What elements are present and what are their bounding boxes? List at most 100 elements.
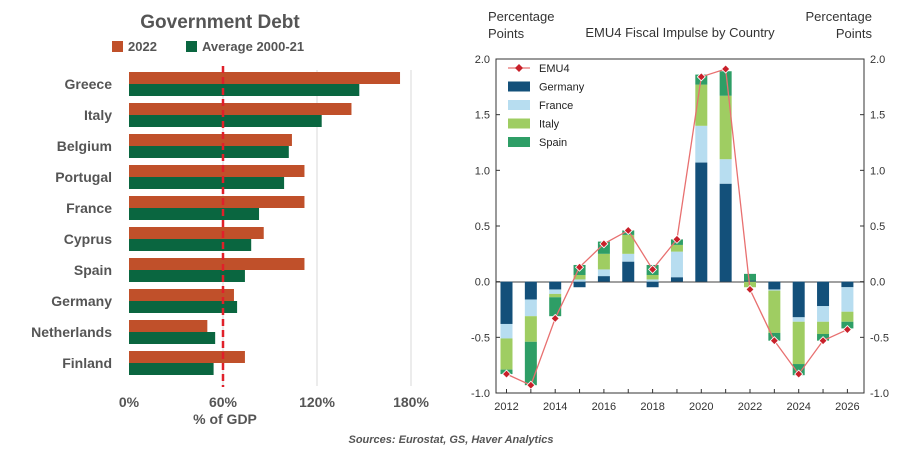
bar-average-finland bbox=[129, 363, 214, 375]
y-axis-label-left: Percentage Points bbox=[488, 9, 555, 41]
bar-france-2016 bbox=[597, 269, 610, 277]
bar-germany-2024 bbox=[792, 281, 805, 318]
x-tick-label: 2026 bbox=[835, 401, 859, 413]
bar-2022-finland bbox=[129, 351, 245, 363]
bar-2022-france bbox=[129, 196, 305, 208]
bar-france-2018 bbox=[646, 279, 659, 282]
emu4-marker-2012 bbox=[501, 369, 512, 379]
bar-france-2014 bbox=[549, 289, 562, 294]
bar-italy-2012 bbox=[500, 338, 513, 370]
bar-germany-2018 bbox=[646, 281, 659, 288]
category-label: Greece bbox=[65, 76, 113, 92]
bar-average-cyprus bbox=[129, 239, 252, 251]
bar-germany-2026 bbox=[841, 281, 854, 288]
legend-swatch-france bbox=[508, 100, 530, 110]
bar-france-2012 bbox=[500, 323, 513, 339]
bar-2022-cyprus bbox=[129, 227, 264, 239]
legend-swatch-spain bbox=[508, 137, 530, 147]
bar-germany-2017 bbox=[622, 261, 635, 282]
legend-label-italy: Italy bbox=[539, 119, 560, 131]
chart-title: Government Debt bbox=[140, 12, 300, 33]
bar-average-italy bbox=[129, 115, 322, 127]
y-tick-label-left: 0.5 bbox=[475, 221, 490, 233]
bar-italy-2021 bbox=[719, 95, 732, 160]
bar-spain-2022 bbox=[744, 273, 756, 281]
bar-germany-2016 bbox=[597, 276, 610, 282]
bar-italy-2014 bbox=[549, 293, 562, 298]
bar-italy-2026 bbox=[841, 311, 854, 322]
y-tick-label-right: 1.0 bbox=[870, 165, 885, 177]
bar-2022-greece bbox=[129, 72, 401, 84]
x-tick-label: 2020 bbox=[689, 401, 713, 413]
category-label: Finland bbox=[62, 355, 112, 371]
bar-italy-2023 bbox=[768, 290, 781, 333]
legend-label-2022: 2022 bbox=[128, 39, 157, 54]
legend: EMU4 Germany France Italy Spain bbox=[508, 63, 585, 149]
bar-france-2017 bbox=[622, 253, 635, 262]
bar-italy-2025 bbox=[817, 321, 830, 334]
bar-italy-2024 bbox=[792, 321, 805, 365]
bar-average-germany bbox=[129, 301, 238, 313]
x-tick-label: 2016 bbox=[592, 401, 616, 413]
bar-average-spain bbox=[129, 270, 245, 282]
legend-label-spain: Spain bbox=[539, 137, 567, 149]
bar-average-belgium bbox=[129, 146, 289, 158]
bar-average-greece bbox=[129, 84, 360, 96]
category-label: Italy bbox=[84, 107, 112, 123]
x-tick-label: 2022 bbox=[738, 401, 762, 413]
emu4-marker-2022 bbox=[745, 284, 755, 295]
x-tick-label: 2018 bbox=[640, 401, 664, 413]
x-axis-label: % of GDP bbox=[193, 411, 257, 427]
source-note: Sources: Eurostat, GS, Haver Analytics bbox=[348, 434, 554, 446]
legend-label-emu4: EMU4 bbox=[539, 63, 570, 75]
y-tick-label-left: 2.0 bbox=[475, 54, 490, 66]
bar-average-netherlands bbox=[129, 332, 216, 344]
bar-spain-2013 bbox=[524, 341, 537, 386]
legend-label-average: Average 2000-21 bbox=[202, 39, 304, 54]
emu4-marker-2021 bbox=[721, 64, 731, 74]
y-tick-label-left: 1.0 bbox=[475, 165, 490, 177]
legend-label-france: France bbox=[539, 100, 573, 112]
bar-germany-2015 bbox=[573, 281, 586, 288]
emu4-marker-2017 bbox=[623, 225, 633, 236]
bar-2022-portugal bbox=[129, 165, 305, 177]
bar-italy-2015 bbox=[573, 274, 586, 280]
x-tick-label: 120% bbox=[299, 394, 335, 410]
category-label: Portugal bbox=[55, 169, 112, 185]
legend-swatch-italy bbox=[508, 118, 530, 129]
bar-france-2026 bbox=[841, 287, 854, 312]
bar-average-portugal bbox=[129, 177, 285, 189]
bar-2022-spain bbox=[129, 258, 305, 270]
y-tick-label-right: 2.0 bbox=[870, 54, 885, 66]
x-tick-label: 0% bbox=[119, 394, 140, 410]
bar-italy-2019 bbox=[670, 244, 683, 252]
emu4-marker-2014 bbox=[550, 313, 560, 323]
y-tick-label-left: -1.0 bbox=[471, 388, 490, 400]
y-tick-label-right: 1.5 bbox=[870, 110, 885, 122]
emu4-marker-2019 bbox=[672, 234, 682, 244]
bar-germany-2013 bbox=[524, 281, 537, 300]
bar-france-2020 bbox=[695, 125, 708, 163]
y-tick-label-right: 0.5 bbox=[870, 221, 885, 233]
bar-2022-belgium bbox=[129, 134, 292, 146]
y-tick-label-left: 0.0 bbox=[475, 277, 490, 289]
category-label: Netherlands bbox=[31, 324, 112, 340]
bar-france-2023 bbox=[768, 289, 781, 291]
y-tick-label-right: 0.0 bbox=[870, 277, 885, 289]
category-label: France bbox=[66, 200, 112, 216]
bar-germany-2022 bbox=[744, 280, 756, 282]
emu4-marker-2016 bbox=[599, 239, 609, 249]
bar-germany-2019 bbox=[670, 277, 683, 282]
category-label: Cyprus bbox=[64, 231, 112, 247]
emu4-marker-2020 bbox=[696, 72, 706, 82]
bar-spain-2021 bbox=[719, 71, 732, 96]
bar-germany-2021 bbox=[719, 183, 732, 282]
emu4-marker-2026 bbox=[842, 324, 852, 335]
legend-label-germany: Germany bbox=[539, 82, 585, 94]
legend-marker-emu4 bbox=[515, 64, 523, 72]
emu4-marker-2015 bbox=[574, 262, 585, 272]
bar-spain-2014 bbox=[549, 297, 562, 317]
government-debt-chart: Government Debt 2022 Average 2000-21 Gre… bbox=[31, 12, 429, 427]
category-label: Germany bbox=[51, 293, 112, 309]
y-tick-label-right: -1.0 bbox=[870, 388, 889, 400]
